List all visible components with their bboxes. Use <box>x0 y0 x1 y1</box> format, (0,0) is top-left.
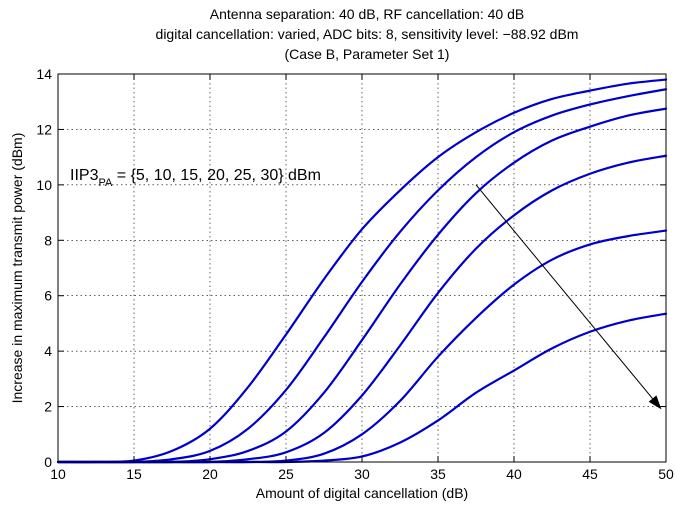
y-axis-label: Increase in maximum transmit power (dBm) <box>9 133 25 404</box>
series-layer <box>56 78 668 464</box>
y-tick-label: 6 <box>44 288 52 304</box>
series-line-1 <box>56 78 668 464</box>
y-tick-label: 4 <box>44 343 52 359</box>
x-tick-label: 50 <box>658 466 674 482</box>
x-tick-label: 30 <box>354 466 370 482</box>
x-tick-label: 25 <box>278 466 294 482</box>
iip3-annotation: IIP3PA = {5, 10, 15, 20, 25, 30} dBm <box>70 167 662 410</box>
series-line-5 <box>56 229 668 464</box>
annotation-main: IIP3 <box>70 167 99 184</box>
y-tick-label: 10 <box>36 177 52 193</box>
annotation-arrow-head <box>648 395 662 410</box>
grid-layer <box>58 74 666 462</box>
x-tick-label: 10 <box>50 466 66 482</box>
x-tick-label: 20 <box>202 466 218 482</box>
y-tick-label: 8 <box>44 232 52 248</box>
y-tick-label: 2 <box>44 399 52 415</box>
x-tick-label: 15 <box>126 466 142 482</box>
x-axis-label: Amount of digital cancellation (dB) <box>256 485 468 501</box>
x-tick-label: 40 <box>506 466 522 482</box>
chart-title: Antenna separation: 40 dB, RF cancellati… <box>156 6 579 62</box>
annotation-text: IIP3PA = {5, 10, 15, 20, 25, 30} dBm <box>70 167 321 189</box>
annotation-arrow-line <box>475 184 653 399</box>
tick-layer <box>57 73 667 463</box>
x-tick-label: 45 <box>582 466 598 482</box>
y-tick-label: 12 <box>36 121 52 137</box>
series-line-2 <box>56 88 668 464</box>
title-line-2: digital cancellation: varied, ADC bits: … <box>156 26 579 42</box>
annotation-rest: = {5, 10, 15, 20, 25, 30} dBm <box>112 167 321 184</box>
title-line-3: (Case B, Parameter Set 1) <box>285 46 450 62</box>
y-tick-label: 0 <box>44 454 52 470</box>
y-tick-label: 14 <box>36 66 52 82</box>
x-tick-label: 35 <box>430 466 446 482</box>
series-line-3 <box>56 107 668 464</box>
tick-label-layer: 10 15 20 25 30 35 40 45 50 0 2 4 6 8 10 12 14 <box>36 66 674 482</box>
title-line-1: Antenna separation: 40 dB, RF cancellati… <box>210 6 524 22</box>
annotation-subscript: PA <box>98 177 113 189</box>
